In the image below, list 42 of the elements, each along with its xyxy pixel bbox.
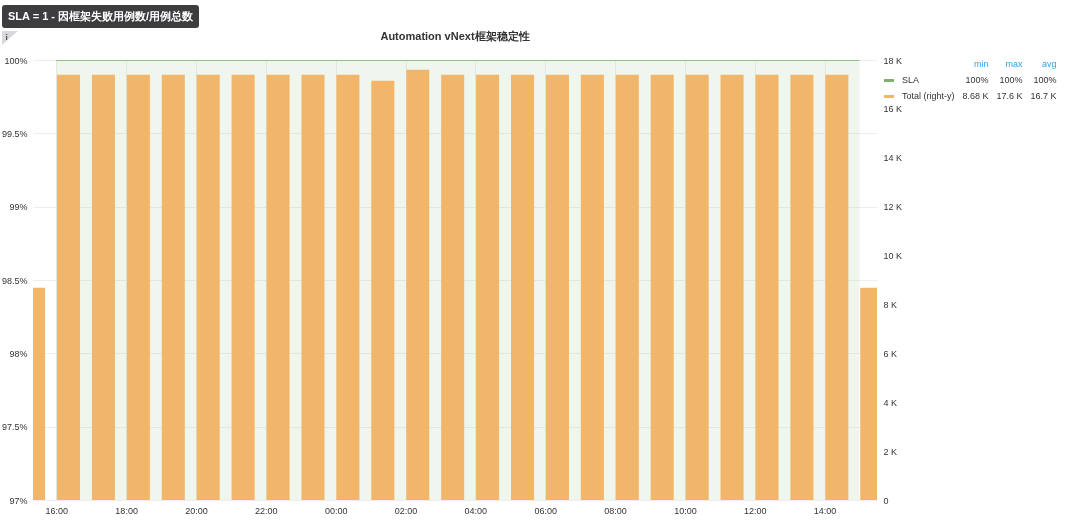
y2-tick-label: 10 K [883, 251, 903, 262]
x-tick-label: 08:00 [604, 505, 627, 516]
y-tick-label: 100% [4, 55, 28, 66]
text: 100% [998, 74, 1024, 87]
text: 100% [964, 74, 990, 87]
y-tick-label: 98% [9, 348, 28, 359]
y2-tick-label: 0 [883, 495, 889, 506]
y2-tick-label: 12 K [883, 202, 903, 213]
y2-tick-label: 8 K [883, 299, 898, 310]
y2-tick-label: 4 K [883, 397, 898, 408]
x-tick-label: 02:00 [394, 505, 418, 516]
text: 16.7 K [1029, 90, 1058, 103]
text: SLA = 1 - 因框架失败用例数/用例总数 [2, 5, 200, 28]
legend-label: SLA [901, 74, 920, 87]
y-tick-label: 98.5% [1, 275, 28, 286]
legend-label: Total (right-y) [901, 90, 956, 103]
y2-tick-label: 18 K [883, 55, 903, 66]
y2-tick-label: 14 K [883, 153, 903, 164]
x-tick-label: 06:00 [534, 505, 557, 516]
text: 8.68 K [961, 90, 990, 103]
x-tick-label: 22:00 [255, 505, 278, 516]
text: 17.6 K [995, 90, 1024, 103]
y-tick-label: 97% [9, 495, 28, 506]
y2-tick-label: 6 K [883, 348, 898, 359]
x-tick-label: 16:00 [45, 505, 69, 516]
y-tick-label: 99% [9, 202, 28, 213]
y-tick-label: 97.5% [1, 422, 28, 433]
x-tick-label: 00:00 [324, 505, 348, 516]
text: avg [1041, 58, 1058, 71]
x-tick-label: 12:00 [744, 505, 767, 516]
y2-tick-label: 2 K [883, 446, 898, 457]
x-tick-label: 10:00 [674, 505, 697, 516]
text: 100% [1032, 74, 1058, 87]
chart-title: Automation vNext框架稳定性 [380, 30, 530, 42]
x-tick-label: 20:00 [185, 505, 208, 516]
x-tick-label: 18:00 [115, 505, 138, 516]
y-tick-label: 99.5% [1, 128, 28, 139]
y2-tick-label: 16 K [883, 104, 903, 115]
x-tick-label: 04:00 [464, 505, 488, 516]
text: min [973, 58, 990, 71]
text: max [1004, 58, 1024, 71]
x-tick-label: 14:00 [813, 505, 837, 516]
